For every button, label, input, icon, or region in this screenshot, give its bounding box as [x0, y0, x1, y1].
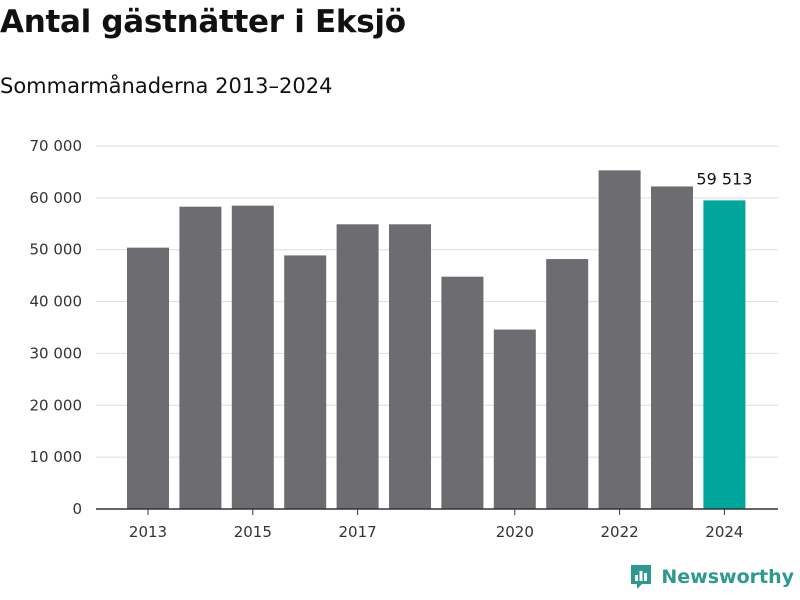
bar	[493, 329, 536, 509]
x-tick-label: 2017	[339, 523, 377, 541]
bar-highlighted	[703, 200, 746, 510]
y-tick-label: 0	[72, 500, 82, 518]
x-tick-label: 2020	[496, 523, 534, 541]
y-tick-label: 20 000	[30, 396, 83, 414]
y-tick-label: 30 000	[30, 344, 83, 362]
bar	[651, 186, 693, 509]
x-tick-label: 2022	[601, 523, 639, 541]
chart-subtitle: Sommarmånaderna 2013–2024	[0, 74, 333, 98]
newsworthy-logo-icon	[631, 565, 652, 589]
bar	[336, 224, 379, 509]
bar	[546, 259, 589, 509]
chart-title: Antal gästnätter i Eksjö	[0, 4, 406, 40]
data-label: 59 513	[696, 169, 752, 188]
brand-logo: Newsworthy	[629, 562, 794, 592]
x-tick-label: 2024	[705, 523, 743, 541]
bar	[284, 255, 327, 509]
y-tick-label: 10 000	[30, 448, 83, 466]
y-tick-label: 70 000	[30, 137, 83, 155]
bar	[179, 206, 222, 509]
bar	[231, 205, 274, 509]
bar	[389, 224, 431, 509]
bar	[598, 170, 641, 509]
brand-name: Newsworthy	[661, 566, 794, 588]
bar	[441, 276, 484, 509]
bar	[127, 247, 169, 509]
x-tick-label: 2015	[234, 523, 272, 541]
y-tick-label: 60 000	[30, 189, 83, 207]
y-tick-label: 50 000	[30, 241, 83, 259]
x-tick-label: 2013	[129, 523, 167, 541]
y-tick-label: 40 000	[30, 293, 83, 311]
